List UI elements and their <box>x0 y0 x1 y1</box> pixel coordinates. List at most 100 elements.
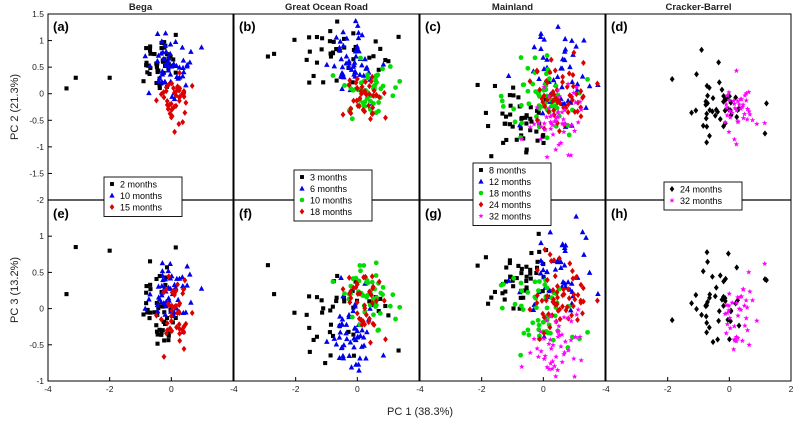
x-tick-label: 0 <box>355 384 360 394</box>
data-point <box>165 59 172 65</box>
data-point <box>160 49 166 55</box>
data-point <box>376 100 382 105</box>
data-point <box>336 46 343 52</box>
data-point <box>181 286 186 293</box>
data-point <box>179 73 186 79</box>
data-point <box>743 297 749 303</box>
panel-frame <box>605 13 792 382</box>
data-point <box>355 22 361 28</box>
data-point <box>323 361 328 366</box>
data-point <box>393 85 398 91</box>
data-point <box>568 337 574 343</box>
data-point <box>547 119 554 125</box>
data-point <box>746 89 752 95</box>
data-point <box>521 330 527 336</box>
data-point <box>735 335 741 341</box>
data-point <box>145 307 150 312</box>
data-point <box>507 93 512 98</box>
data-point <box>538 30 544 36</box>
data-point <box>371 296 376 302</box>
data-point <box>706 324 712 331</box>
data-point <box>351 353 356 358</box>
data-point <box>550 287 556 294</box>
data-point <box>307 35 312 40</box>
data-point <box>540 54 546 60</box>
data-point <box>169 307 175 314</box>
data-point <box>743 97 750 103</box>
data-point <box>764 277 769 284</box>
data-point <box>154 329 160 334</box>
data-point <box>159 38 165 44</box>
data-point <box>527 124 533 130</box>
data-point <box>575 291 581 299</box>
data-point <box>734 264 740 271</box>
data-point <box>535 138 540 143</box>
data-point <box>156 296 163 302</box>
data-point <box>346 60 353 66</box>
data-point <box>350 80 355 85</box>
data-point <box>304 312 309 317</box>
data-point <box>525 327 531 333</box>
data-point <box>358 88 364 95</box>
data-point <box>744 327 751 333</box>
data-point <box>554 109 561 115</box>
data-point <box>161 319 166 324</box>
data-point <box>396 34 401 39</box>
data-point <box>538 239 544 246</box>
data-point <box>383 114 388 121</box>
data-point <box>738 306 744 313</box>
data-point <box>550 77 557 83</box>
data-point <box>518 280 524 286</box>
data-point <box>549 365 555 372</box>
data-point <box>351 59 358 65</box>
data-point <box>541 125 547 132</box>
data-point <box>536 231 541 236</box>
data-point <box>64 86 69 91</box>
data-point <box>381 89 387 97</box>
data-point <box>554 114 561 120</box>
data-point <box>142 53 149 59</box>
legend-marker <box>669 197 675 203</box>
data-point <box>358 268 363 274</box>
data-point <box>548 345 554 351</box>
data-point <box>331 63 338 69</box>
data-point <box>546 366 552 372</box>
data-point <box>524 150 529 155</box>
data-point <box>346 274 352 281</box>
data-point <box>330 279 336 285</box>
data-point <box>166 333 171 338</box>
data-point <box>528 276 533 281</box>
data-point <box>380 66 385 72</box>
data-point <box>161 353 167 360</box>
data-point <box>541 330 547 337</box>
data-point <box>187 271 193 277</box>
data-point <box>704 123 710 130</box>
data-point <box>162 310 167 315</box>
data-point <box>171 89 177 97</box>
data-point <box>172 128 178 135</box>
data-point <box>167 41 174 47</box>
data-point <box>731 336 737 342</box>
data-point <box>183 99 189 106</box>
data-point <box>740 115 747 121</box>
data-point <box>744 106 751 112</box>
data-point <box>565 109 571 116</box>
data-point <box>153 97 159 104</box>
y-axis-label: PC 2 (21.3%) <box>9 74 21 140</box>
data-point <box>73 75 78 80</box>
data-point <box>575 108 580 115</box>
legend-label: 10 months <box>310 196 353 206</box>
data-point <box>578 113 584 120</box>
data-point <box>174 275 180 281</box>
data-point <box>163 60 169 67</box>
data-point <box>540 134 545 139</box>
data-point <box>158 91 164 98</box>
data-point <box>173 62 180 68</box>
legend-marker <box>478 201 484 208</box>
y-tick-label: -2 <box>36 195 44 205</box>
data-point <box>380 352 387 358</box>
data-point <box>355 333 361 339</box>
data-point <box>354 46 361 52</box>
data-point <box>159 71 166 77</box>
data-point <box>529 250 534 256</box>
